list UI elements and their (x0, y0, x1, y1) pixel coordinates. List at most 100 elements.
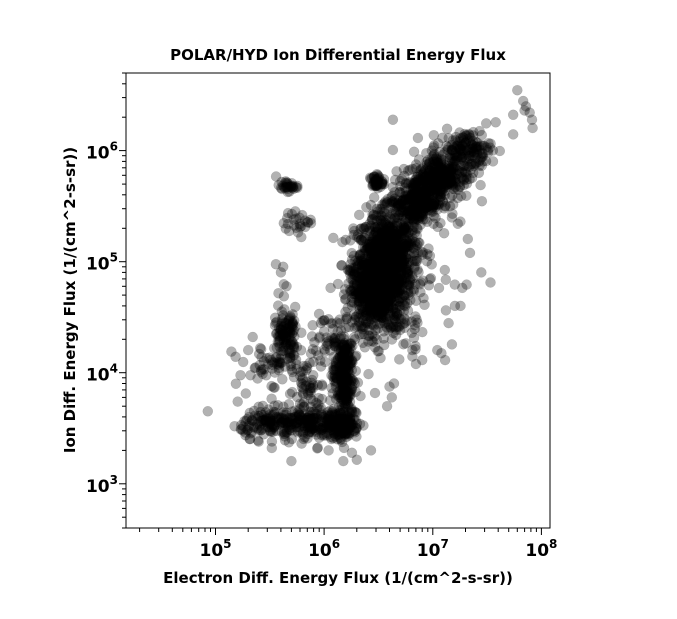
data-point (381, 281, 393, 292)
data-point (369, 262, 380, 274)
data-point (379, 251, 390, 263)
data-point (374, 302, 385, 313)
data-point (385, 293, 397, 304)
data-point (375, 287, 387, 299)
data-point (340, 416, 352, 427)
data-point (371, 242, 382, 253)
data-point (385, 235, 396, 246)
data-point (400, 220, 412, 231)
data-point (382, 263, 394, 275)
data-point (374, 273, 385, 285)
data-point (345, 343, 356, 354)
data-point (368, 247, 380, 259)
data-point (376, 300, 388, 312)
data-point (375, 318, 386, 329)
data-point (507, 109, 519, 121)
data-point (400, 272, 411, 284)
data-point (376, 307, 388, 318)
data-point (365, 309, 377, 320)
data-point (410, 343, 421, 355)
data-point (354, 284, 366, 295)
data-point (345, 286, 356, 297)
data-point (281, 281, 292, 292)
data-point (367, 243, 378, 255)
data-point (387, 268, 398, 280)
data-point (364, 297, 375, 309)
data-point (365, 238, 376, 250)
data-point (363, 247, 375, 259)
data-point (402, 267, 413, 278)
data-point (425, 194, 436, 206)
data-point (393, 301, 405, 312)
data-point (379, 232, 391, 243)
data-point (392, 289, 403, 301)
data-point (384, 260, 395, 271)
data-point (360, 277, 372, 288)
data-point (379, 273, 390, 284)
data-point (452, 141, 464, 152)
data-point (389, 287, 401, 299)
data-point (369, 331, 380, 342)
data-point (396, 260, 408, 272)
data-point (383, 302, 395, 314)
data-point (385, 293, 396, 305)
data-point (377, 255, 388, 267)
data-point (394, 320, 405, 331)
data-point (363, 297, 374, 308)
x-tick-label: 107 (417, 537, 449, 561)
data-point (363, 277, 374, 289)
data-point (381, 300, 393, 312)
data-point (452, 218, 464, 229)
data-point (379, 239, 390, 251)
data-point (403, 257, 414, 269)
data-point (462, 233, 474, 245)
data-point (379, 304, 390, 316)
data-point (387, 270, 399, 282)
data-point (474, 125, 485, 137)
data-point (378, 279, 390, 291)
data-point (401, 262, 412, 274)
data-point (368, 262, 380, 273)
data-point (389, 291, 400, 302)
data-point (400, 290, 411, 302)
data-point (266, 393, 277, 404)
data-point (381, 244, 392, 255)
data-point (384, 238, 395, 249)
data-point (398, 299, 410, 311)
data-point (356, 328, 368, 340)
data-point (389, 276, 401, 287)
data-point (392, 261, 403, 272)
data-point (454, 151, 465, 162)
data-point (343, 278, 354, 289)
data-point (365, 313, 377, 325)
data-point (375, 237, 387, 248)
data-point (375, 304, 387, 315)
data-point (360, 258, 372, 269)
data-point (368, 192, 380, 203)
data-point (381, 285, 393, 296)
data-point (377, 278, 388, 290)
data-point (394, 252, 405, 264)
data-point (377, 312, 389, 323)
data-point (376, 284, 387, 295)
data-point (369, 260, 381, 271)
data-point (382, 260, 393, 272)
data-point (357, 270, 368, 282)
data-point (336, 260, 347, 271)
data-point (356, 271, 368, 282)
data-point (371, 253, 383, 264)
data-point (393, 274, 405, 285)
data-point (371, 275, 383, 286)
data-point (399, 224, 410, 236)
data-point (401, 236, 412, 247)
data-point (286, 455, 297, 467)
data-point (350, 311, 362, 322)
data-point (364, 230, 375, 242)
data-point (363, 267, 374, 279)
data-point (394, 282, 405, 294)
data-point (366, 243, 378, 254)
data-point (363, 263, 374, 274)
data-point (380, 247, 391, 259)
data-point (348, 288, 360, 300)
data-point (369, 277, 381, 289)
